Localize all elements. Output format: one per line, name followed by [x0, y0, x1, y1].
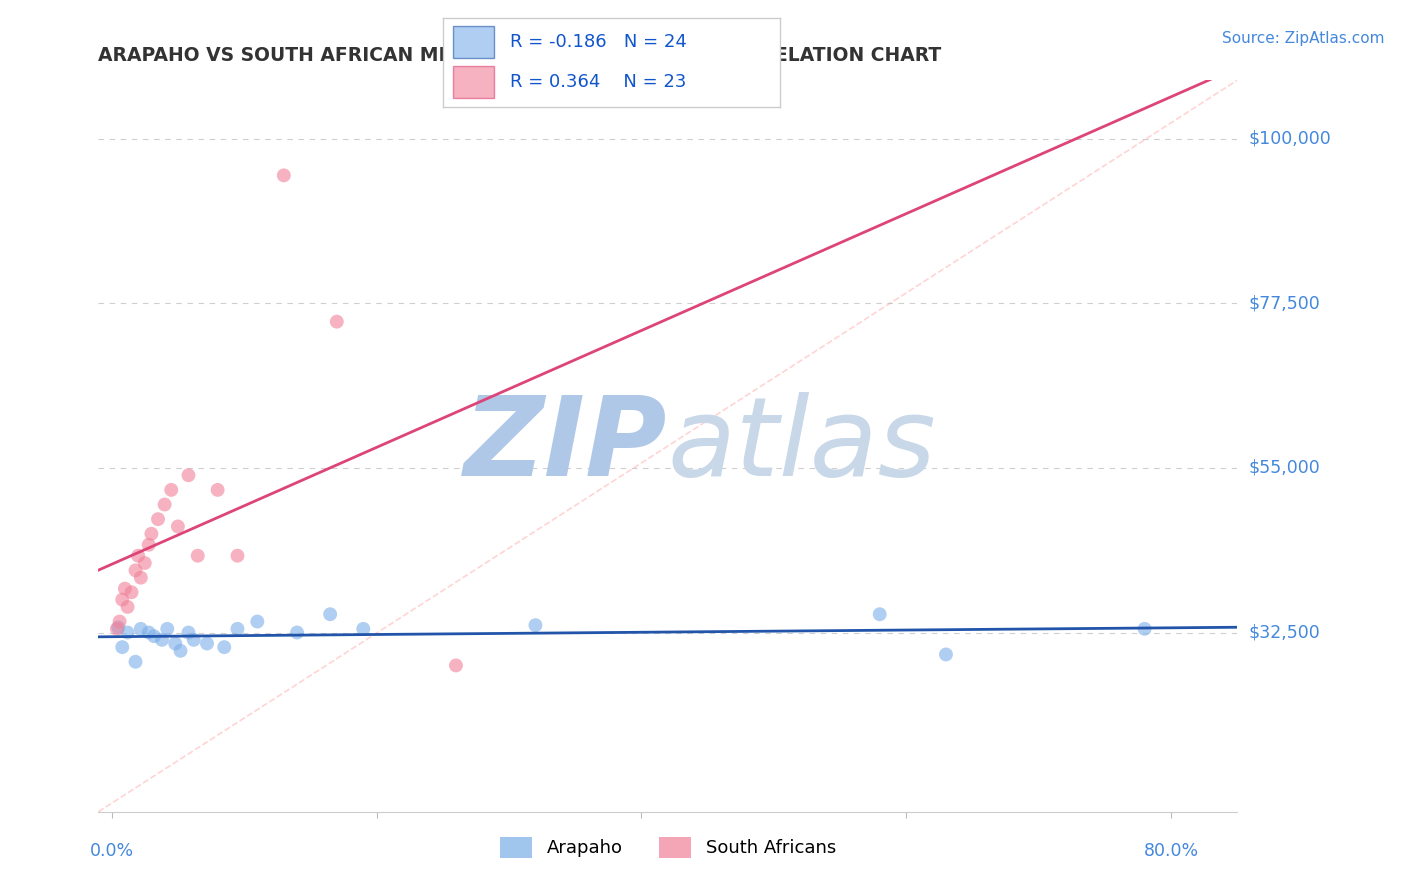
Text: Source: ZipAtlas.com: Source: ZipAtlas.com: [1222, 31, 1385, 46]
South Africans: [105, 622, 128, 636]
South Africans: [226, 549, 249, 563]
Text: ZIP: ZIP: [464, 392, 668, 500]
South Africans: [114, 582, 136, 596]
Arapaho: [352, 622, 374, 636]
Arapaho: [869, 607, 891, 622]
South Africans: [129, 571, 152, 585]
South Africans: [134, 556, 156, 570]
Arapaho: [150, 632, 173, 647]
South Africans: [167, 519, 190, 533]
Text: R = 0.364    N = 23: R = 0.364 N = 23: [510, 73, 686, 91]
Arapaho: [107, 620, 129, 634]
South Africans: [121, 585, 143, 599]
Text: $32,500: $32,500: [1249, 624, 1320, 641]
Arapaho: [319, 607, 342, 622]
South Africans: [326, 315, 349, 329]
Arapaho: [129, 622, 152, 636]
Bar: [453, 66, 494, 98]
Arapaho: [212, 640, 235, 655]
Arapaho: [195, 636, 218, 650]
South Africans: [141, 526, 163, 541]
Text: 80.0%: 80.0%: [1143, 842, 1199, 860]
Arapaho: [117, 625, 139, 640]
Arapaho: [1133, 622, 1156, 636]
South Africans: [273, 169, 295, 183]
Arapaho: [524, 618, 547, 632]
Arapaho: [165, 636, 187, 650]
South Africans: [117, 599, 139, 614]
Arapaho: [285, 625, 308, 640]
South Africans: [127, 549, 149, 563]
Text: R = -0.186   N = 24: R = -0.186 N = 24: [510, 33, 688, 51]
Bar: [453, 26, 494, 58]
Arapaho: [183, 632, 205, 647]
Arapaho: [226, 622, 249, 636]
South Africans: [153, 498, 176, 512]
South Africans: [111, 592, 134, 607]
Arapaho: [156, 622, 179, 636]
Legend: Arapaho, South Africans: Arapaho, South Africans: [492, 830, 844, 865]
Arapaho: [169, 644, 191, 658]
South Africans: [207, 483, 229, 497]
South Africans: [108, 615, 131, 629]
South Africans: [146, 512, 169, 526]
Arapaho: [177, 625, 200, 640]
Arapaho: [138, 625, 160, 640]
Arapaho: [111, 640, 134, 655]
Arapaho: [935, 648, 957, 662]
South Africans: [187, 549, 209, 563]
Text: $77,500: $77,500: [1249, 294, 1320, 312]
South Africans: [138, 538, 160, 552]
South Africans: [444, 658, 467, 673]
Text: $100,000: $100,000: [1249, 130, 1331, 148]
South Africans: [124, 563, 146, 577]
South Africans: [160, 483, 183, 497]
Arapaho: [143, 629, 166, 643]
Text: $55,000: $55,000: [1249, 459, 1320, 477]
Text: 0.0%: 0.0%: [90, 842, 134, 860]
Text: ARAPAHO VS SOUTH AFRICAN MEDIAN FEMALE EARNINGS CORRELATION CHART: ARAPAHO VS SOUTH AFRICAN MEDIAN FEMALE E…: [98, 45, 942, 65]
South Africans: [177, 468, 200, 483]
Arapaho: [124, 655, 146, 669]
Arapaho: [246, 615, 269, 629]
Text: atlas: atlas: [668, 392, 936, 500]
